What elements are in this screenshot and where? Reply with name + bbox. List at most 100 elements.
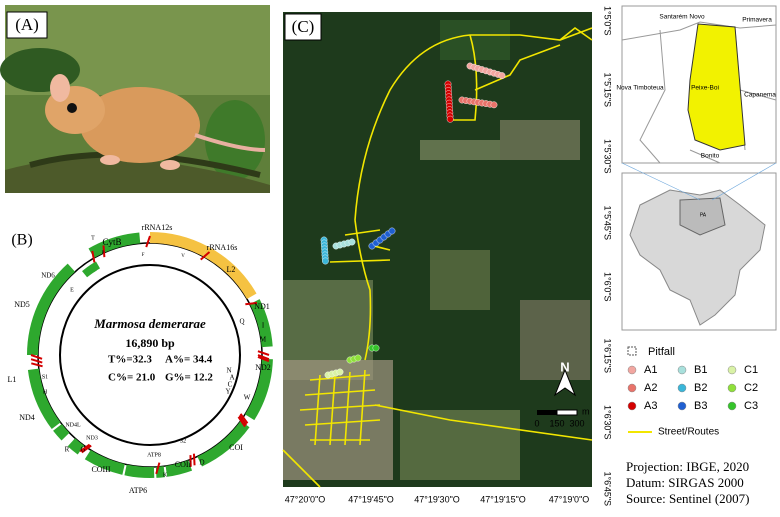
- trna-mark: [145, 235, 151, 248]
- legend-label: C2: [744, 382, 758, 394]
- legend-label: A3: [644, 400, 657, 412]
- region-label: Santarém Novo: [659, 14, 705, 21]
- trna-mark: [31, 362, 43, 368]
- gene-label: ND5: [14, 300, 30, 309]
- genome-ring: [59, 264, 241, 446]
- region-label: Bonito: [701, 153, 720, 160]
- trna-mark: [192, 453, 196, 466]
- trna-mark: [238, 414, 248, 426]
- longitude-label: 47°19'15"O: [480, 494, 526, 504]
- gene-arc: [53, 423, 70, 441]
- legend-swatch: [727, 383, 737, 393]
- gene-label: P: [102, 251, 105, 256]
- gene-arc: [89, 261, 100, 273]
- gene-label: W: [244, 394, 251, 402]
- gene-label: I: [262, 322, 265, 330]
- trna-mark: [257, 354, 270, 361]
- gene-label: E: [70, 287, 74, 293]
- legend-swatch: [677, 365, 687, 375]
- trna-mark: [245, 301, 258, 306]
- base-composition: C%= 21.0: [108, 372, 156, 384]
- genome-length: 16,890 bp: [125, 336, 175, 350]
- latitude-label: 1°5'30"S: [603, 139, 613, 174]
- gene-label: R: [65, 446, 70, 454]
- gene-label: ND4L: [65, 422, 81, 428]
- trna-mark: [30, 358, 43, 364]
- trna-mark: [237, 416, 246, 428]
- gene-arc: [27, 368, 61, 430]
- gene-arc: [197, 420, 250, 467]
- region-inset: [621, 5, 777, 164]
- gene-label: K: [163, 472, 168, 478]
- gene-label: D: [199, 459, 204, 467]
- pitfall-point: [354, 354, 362, 362]
- legend-title: Pitfall: [648, 346, 675, 358]
- legend-label: B1: [694, 364, 707, 376]
- gene-label: CytB: [102, 237, 121, 247]
- gene-label: M: [260, 336, 267, 344]
- gene-label: S1: [42, 374, 48, 380]
- legend-icon: [627, 346, 637, 356]
- gene-label: F: [142, 253, 145, 258]
- panel-label: (A): [15, 15, 39, 34]
- trna-mark: [239, 413, 249, 424]
- region-label: Nova Timboteua: [616, 85, 664, 92]
- longitude-label: 47°20'0"O: [285, 494, 326, 504]
- street-routes: [282, 26, 593, 488]
- base-composition: T%=32.3: [108, 354, 152, 366]
- trna-mark: [102, 245, 106, 258]
- gene-arc: [27, 263, 76, 355]
- scale-label: 0: [534, 418, 539, 428]
- base-composition: A%= 34.4: [165, 354, 213, 366]
- species-name: Marmosa demerarae: [93, 316, 206, 331]
- gene-arc: [84, 449, 125, 475]
- legend-route: Street/Routes: [658, 427, 719, 438]
- gene-label: N: [226, 367, 231, 375]
- region-label: Peixe-Boi: [691, 85, 719, 92]
- gene-label: rRNA12s: [142, 223, 173, 232]
- credit: Datum: SIRGAS 2000: [626, 475, 744, 490]
- scale-unit: m: [582, 406, 590, 416]
- state-label: PA: [700, 212, 707, 218]
- gene-label: ND1: [254, 302, 270, 311]
- satellite-map: [282, 12, 593, 488]
- trna-mark: [257, 350, 270, 356]
- gene-arc: [244, 358, 273, 421]
- panel-label-box: [6, 11, 48, 39]
- gene-label: L1: [8, 375, 17, 384]
- gene-label: rRNA16s: [207, 243, 238, 252]
- longitude-label: 47°19'30"O: [414, 494, 460, 504]
- trna-mark: [257, 355, 270, 363]
- trna-mark: [30, 354, 43, 360]
- pitfall-point: [348, 238, 356, 246]
- legend-swatch: [627, 365, 637, 375]
- trna-mark: [91, 250, 96, 263]
- gene-arc: [202, 246, 257, 299]
- credit: Projection: IBGE, 2020: [626, 459, 749, 474]
- panel-label-box: [284, 13, 322, 41]
- gene-label: Y: [225, 388, 230, 396]
- legend-swatch: [627, 401, 637, 411]
- gene-label: COII: [175, 460, 192, 469]
- trna-mark: [155, 462, 161, 475]
- gene-label: H: [43, 389, 48, 395]
- gene-arc: [150, 232, 208, 257]
- gene-label: A: [229, 374, 234, 382]
- pitfall-point: [321, 257, 329, 265]
- pitfall-point: [498, 72, 506, 80]
- credit: Source: Sentinel (2007): [626, 491, 749, 506]
- legend-swatch: [677, 401, 687, 411]
- pitfall-point: [490, 101, 498, 109]
- opossum-painting: [0, 5, 270, 193]
- latitude-label: 1°6'0"S: [603, 272, 613, 302]
- north-arrow: N: [560, 359, 569, 374]
- legend-label: B2: [694, 382, 707, 394]
- gene-label: ATP8: [147, 452, 161, 458]
- trna-mark: [81, 444, 92, 454]
- brazil-inset: [621, 172, 777, 331]
- gene-label: ND2: [255, 363, 271, 372]
- trna-mark: [79, 443, 91, 453]
- latitude-label: 1°5'15"S: [603, 73, 613, 108]
- gene-arc: [249, 299, 273, 348]
